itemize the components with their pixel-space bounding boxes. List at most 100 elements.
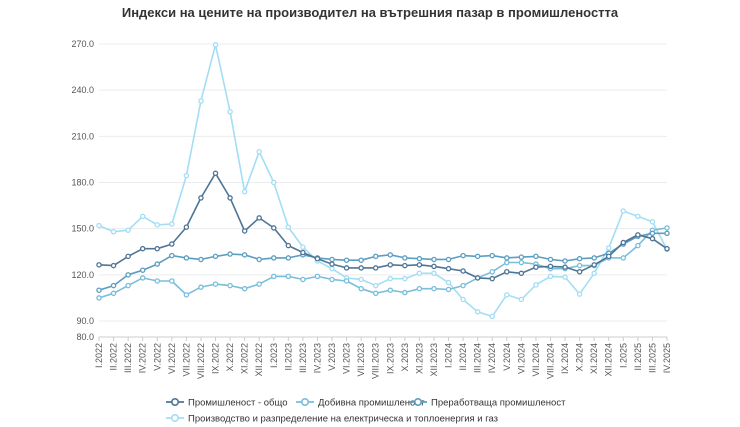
data-point[interactable] [183, 292, 190, 298]
data-point[interactable] [664, 230, 670, 237]
data-point[interactable] [358, 265, 364, 271]
data-point[interactable] [183, 255, 190, 261]
legend-item-2[interactable]: Добивна промишленост [296, 398, 425, 409]
data-point[interactable] [169, 241, 175, 247]
data-point[interactable] [329, 256, 335, 263]
data-point[interactable] [533, 282, 539, 288]
data-point[interactable] [343, 265, 350, 271]
data-point[interactable] [474, 309, 481, 315]
data-point[interactable] [110, 262, 117, 269]
data-point[interactable] [620, 208, 627, 214]
data-point[interactable] [227, 282, 233, 289]
data-point[interactable] [547, 273, 554, 280]
data-point[interactable] [343, 257, 350, 263]
data-point[interactable] [489, 252, 495, 259]
data-point[interactable] [139, 213, 146, 220]
data-point[interactable] [387, 252, 394, 258]
data-point[interactable] [387, 275, 394, 282]
data-point[interactable] [358, 257, 364, 263]
data-point[interactable] [620, 255, 627, 261]
data-point[interactable] [314, 273, 321, 280]
data-point[interactable] [489, 313, 495, 320]
data-point[interactable] [431, 285, 437, 292]
data-point[interactable] [110, 228, 117, 235]
data-point[interactable] [343, 278, 350, 284]
data-point[interactable] [460, 268, 466, 274]
data-point[interactable] [212, 253, 219, 260]
data-point[interactable] [212, 281, 219, 287]
data-point[interactable] [649, 218, 656, 225]
data-point[interactable] [533, 264, 539, 270]
data-point[interactable] [649, 230, 656, 237]
data-point[interactable] [256, 256, 262, 263]
legend-item-3[interactable]: Преработваща промишленост [409, 398, 566, 409]
data-point[interactable] [445, 286, 452, 293]
data-point[interactable] [504, 255, 510, 261]
data-point[interactable] [96, 287, 102, 293]
data-point[interactable] [605, 253, 612, 260]
data-point[interactable] [285, 224, 292, 230]
data-point[interactable] [649, 235, 656, 242]
data-point[interactable] [504, 259, 510, 266]
data-point[interactable] [416, 270, 423, 277]
data-point[interactable] [372, 290, 379, 297]
data-point[interactable] [358, 276, 364, 283]
data-point[interactable] [300, 249, 306, 256]
data-point[interactable] [460, 282, 466, 289]
data-point[interactable] [576, 269, 583, 275]
data-point[interactable] [96, 222, 102, 229]
data-point[interactable] [635, 232, 641, 238]
data-point[interactable] [547, 263, 554, 270]
data-point[interactable] [504, 292, 510, 298]
data-point[interactable] [635, 213, 641, 220]
data-point[interactable] [605, 245, 612, 251]
data-point[interactable] [241, 228, 248, 234]
data-point[interactable] [489, 269, 495, 275]
data-point[interactable] [198, 98, 204, 104]
data-point[interactable] [664, 225, 670, 231]
data-point[interactable] [110, 282, 117, 289]
data-point[interactable] [300, 276, 306, 283]
data-point[interactable] [402, 255, 408, 261]
data-point[interactable] [125, 227, 131, 233]
data-point[interactable] [271, 179, 277, 186]
data-point[interactable] [562, 258, 568, 264]
data-point[interactable] [125, 253, 131, 260]
data-point[interactable] [372, 282, 379, 289]
data-point[interactable] [460, 252, 466, 259]
data-point[interactable] [474, 275, 481, 281]
data-point[interactable] [431, 256, 437, 263]
data-point[interactable] [518, 270, 525, 277]
data-point[interactable] [154, 222, 161, 228]
data-point[interactable] [256, 215, 262, 221]
data-point[interactable] [431, 263, 437, 270]
data-point[interactable] [445, 265, 452, 272]
data-point[interactable] [96, 262, 102, 268]
data-point[interactable] [212, 170, 219, 177]
data-point[interactable] [227, 195, 233, 201]
legend-item-1[interactable]: Промишленост - общо [166, 398, 287, 409]
data-point[interactable] [285, 273, 292, 280]
data-point[interactable] [416, 262, 423, 268]
data-point[interactable] [198, 284, 204, 290]
data-point[interactable] [591, 270, 597, 277]
data-point[interactable] [271, 273, 277, 280]
data-point[interactable] [154, 278, 161, 284]
data-point[interactable] [518, 254, 525, 260]
data-point[interactable] [518, 259, 525, 266]
data-point[interactable] [504, 269, 510, 275]
data-point[interactable] [576, 255, 583, 262]
data-point[interactable] [402, 262, 408, 269]
data-point[interactable] [285, 255, 292, 261]
data-point[interactable] [139, 245, 146, 252]
data-point[interactable] [183, 224, 190, 230]
data-point[interactable] [387, 262, 394, 268]
data-point[interactable] [154, 261, 161, 267]
data-point[interactable] [416, 285, 423, 292]
data-point[interactable] [241, 252, 248, 258]
data-point[interactable] [139, 267, 146, 273]
data-point[interactable] [387, 287, 394, 293]
data-point[interactable] [300, 244, 306, 250]
data-point[interactable] [285, 242, 292, 249]
data-point[interactable] [533, 253, 539, 260]
